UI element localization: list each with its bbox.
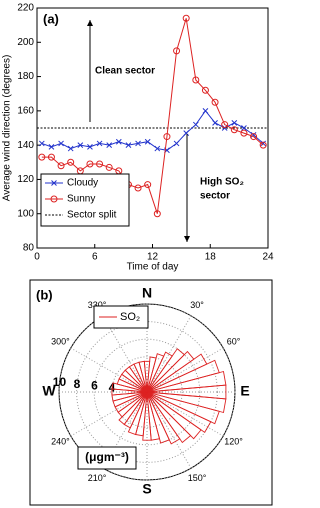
- legend-label: SO₂: [120, 311, 140, 323]
- y-tick-label: 200: [17, 37, 34, 48]
- marker: [106, 142, 113, 148]
- y-axis-title: Average wind direction (degrees): [2, 55, 13, 202]
- annotation: Clean sector: [95, 66, 155, 77]
- marker: [250, 132, 257, 138]
- marker: [231, 120, 238, 126]
- y-tick-label: 160: [17, 105, 34, 116]
- figure: 80 100 120 140 160 180 200 220 0 6 12 18 24 Time of d…: [2, 3, 274, 506]
- unit-box: [77, 446, 137, 470]
- x-tick-label: 6: [92, 252, 98, 263]
- marker: [87, 144, 93, 150]
- angular-tick-label: 120°: [224, 436, 243, 446]
- marker: [38, 140, 45, 147]
- legend-box: [93, 305, 149, 329]
- marker: [241, 125, 247, 131]
- angular-tick-label: 150°: [188, 473, 207, 483]
- y-tick-label: 140: [17, 140, 34, 151]
- marker: [202, 108, 209, 114]
- marker: [115, 138, 122, 145]
- marker: [48, 144, 55, 150]
- radial-grid: [93, 338, 201, 446]
- radial-grid: [111, 356, 183, 428]
- legend-label: Cloudy: [67, 178, 98, 189]
- angular-tick-label: 30°: [190, 300, 204, 310]
- angular-tick-label: 60°: [227, 336, 241, 346]
- panel-label: (b): [36, 287, 53, 302]
- angular-tick-label: 240°: [51, 436, 70, 446]
- y-tick-label: 100: [17, 208, 34, 219]
- marker: [86, 160, 94, 168]
- marker: [221, 121, 229, 129]
- angular-tick-label: W: [42, 383, 56, 399]
- annotation: High SO₂: [200, 177, 244, 188]
- angular-tick-label: 210°: [88, 473, 107, 483]
- x-axis-title: Time of day: [127, 262, 179, 273]
- marker: [192, 121, 199, 128]
- marker: [250, 133, 258, 141]
- annotation: sector: [200, 191, 230, 202]
- unit-label: (μgm⁻³): [85, 450, 129, 464]
- x-tick-label: 24: [262, 252, 274, 263]
- y-tick-label: 80: [23, 243, 35, 254]
- marker: [38, 153, 46, 161]
- marker: [212, 120, 218, 126]
- radial-grid: [76, 321, 218, 463]
- marker: [182, 14, 190, 22]
- marker: [183, 130, 190, 136]
- radial-tick-label: 8: [74, 377, 81, 391]
- arrow-head: [87, 20, 93, 26]
- marker: [230, 126, 238, 134]
- marker: [67, 145, 74, 152]
- marker: [57, 162, 65, 170]
- panel-label: (a): [43, 11, 59, 26]
- angular-tick-label: 300°: [51, 336, 70, 346]
- legend-marker: [50, 195, 58, 203]
- marker: [260, 140, 267, 147]
- marker: [201, 86, 209, 94]
- marker: [96, 140, 103, 147]
- marker: [58, 140, 64, 147]
- legend-label: Sector split: [67, 210, 117, 221]
- marker: [240, 129, 248, 137]
- marker: [211, 98, 219, 106]
- arrow-head: [184, 236, 190, 242]
- marker: [153, 210, 161, 218]
- angular-tick-label: N: [142, 285, 152, 301]
- marker: [96, 160, 104, 168]
- y-tick-label: 220: [17, 3, 34, 14]
- y-tick-label: 180: [17, 71, 34, 82]
- radial-tick-label: 10: [53, 375, 67, 389]
- marker: [144, 181, 152, 189]
- marker: [173, 47, 181, 55]
- x-tick-label: 12: [147, 252, 159, 263]
- marker: [134, 184, 142, 192]
- marker: [47, 153, 55, 161]
- y-tick-label: 120: [17, 174, 34, 185]
- radial-tick-label: 6: [91, 379, 98, 393]
- marker: [105, 163, 113, 171]
- marker: [259, 141, 267, 149]
- marker: [163, 133, 171, 141]
- legend-label: Sunny: [67, 194, 95, 205]
- angular-tick-label: 330°: [88, 300, 107, 310]
- marker: [192, 76, 200, 84]
- marker: [125, 142, 132, 148]
- marker: [173, 140, 180, 147]
- marker: [144, 138, 151, 145]
- rose-bar: [138, 360, 148, 393]
- marker: [154, 145, 161, 152]
- legend-marker: [51, 180, 57, 186]
- marker: [77, 142, 84, 148]
- marker: [67, 158, 75, 166]
- angular-tick-label: S: [142, 481, 151, 497]
- marker: [135, 140, 141, 147]
- angular-tick-label: E: [240, 383, 249, 399]
- x-tick-label: 18: [205, 252, 217, 263]
- x-tick-label: 0: [34, 252, 40, 263]
- series-line: [41, 18, 264, 214]
